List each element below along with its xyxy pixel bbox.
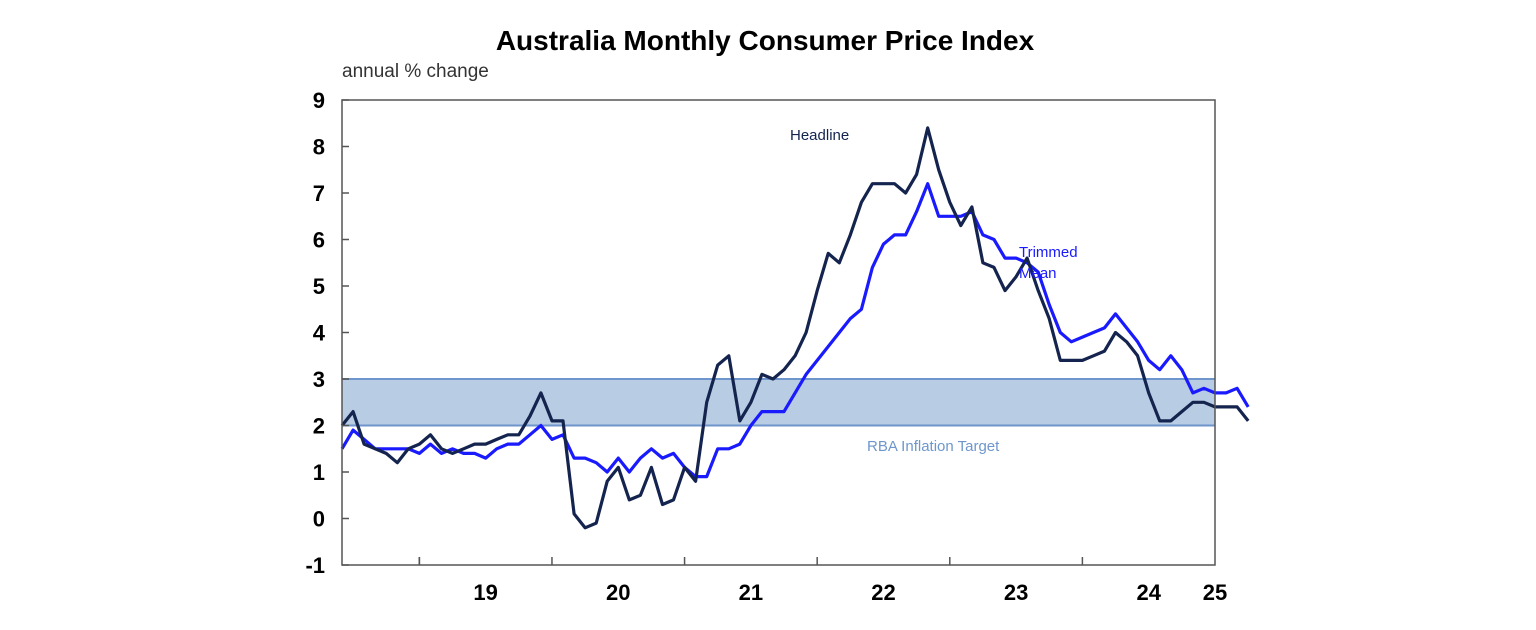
y-tick-label: 1 bbox=[313, 460, 325, 485]
trimmed-mean-series-label: Mean bbox=[1019, 265, 1057, 282]
headline-series-label: Headline bbox=[790, 127, 849, 144]
y-tick-label: 2 bbox=[313, 414, 325, 439]
x-tick-label: 24 bbox=[1136, 580, 1161, 605]
annotation-layer: Headline Trimmed Mean RBA Inflation Target bbox=[790, 127, 1078, 455]
y-tick-label: 3 bbox=[313, 367, 325, 392]
y-tick-label: 6 bbox=[313, 228, 325, 253]
chart-title: Australia Monthly Consumer Price Index bbox=[496, 25, 1035, 56]
x-tick-label: 22 bbox=[871, 580, 895, 605]
x-tick-label: 23 bbox=[1004, 580, 1028, 605]
y-tick-label: 9 bbox=[313, 88, 325, 113]
x-tick-label: 25 bbox=[1203, 580, 1227, 605]
trimmed-mean-series-line bbox=[340, 182, 1250, 479]
series-layer bbox=[340, 126, 1250, 530]
y-tick-label: 5 bbox=[313, 274, 325, 299]
plot-area-frame bbox=[341, 99, 1216, 566]
trimmed-mean-series-label: Trimmed bbox=[1019, 244, 1078, 261]
headline-series-line bbox=[340, 126, 1250, 530]
y-tick-label: -1 bbox=[305, 553, 325, 578]
x-tick-label: 19 bbox=[473, 580, 497, 605]
y-tick-label: 7 bbox=[313, 181, 325, 206]
x-tick-label: 20 bbox=[606, 580, 630, 605]
y-tick-label: 4 bbox=[313, 321, 326, 346]
x-tick-label: 21 bbox=[739, 580, 763, 605]
y-axis-unit-label: annual % change bbox=[342, 61, 489, 82]
rba-target-band bbox=[342, 379, 1215, 426]
target-band-layer bbox=[342, 378, 1215, 427]
rba-inflation-target-label: RBA Inflation Target bbox=[867, 438, 1000, 455]
y-tick-label: 8 bbox=[313, 135, 325, 160]
y-tick-label: 0 bbox=[313, 507, 325, 532]
